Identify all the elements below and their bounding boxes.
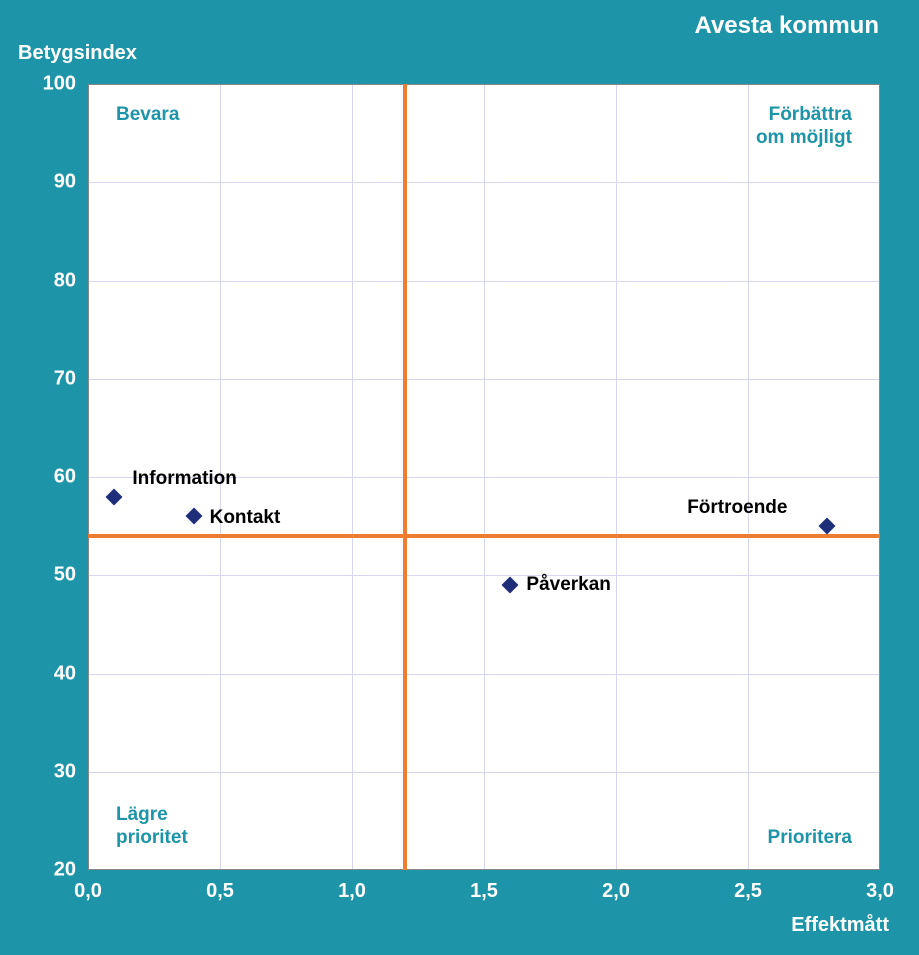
y-tick-label: 20	[54, 859, 76, 882]
y-tick-label: 30	[54, 760, 76, 783]
data-point-marker	[185, 508, 202, 525]
crosshair-vertical	[403, 84, 407, 870]
data-point-label: Kontakt	[210, 507, 281, 529]
gridline-vertical	[484, 84, 485, 870]
y-tick-label: 100	[43, 73, 76, 96]
data-point-label: Förtroende	[687, 497, 787, 519]
x-tick-label: 1,0	[338, 880, 366, 903]
plot-border	[88, 84, 880, 85]
x-tick-label: 2,0	[602, 880, 630, 903]
x-tick-label: 0,0	[74, 880, 102, 903]
y-axis-title: Betygsindex	[18, 42, 137, 65]
quadrant-label-top-right: Förbättraom möjligt	[756, 104, 852, 150]
plot-border	[879, 84, 880, 870]
y-tick-label: 60	[54, 466, 76, 489]
plot-border	[88, 84, 89, 870]
data-point-label: Påverkan	[526, 574, 611, 596]
data-point-label: Information	[132, 468, 237, 490]
quadrant-label-top-left: Bevara	[116, 104, 179, 127]
x-tick-label: 2,5	[734, 880, 762, 903]
data-point-marker	[502, 577, 519, 594]
x-tick-label: 3,0	[866, 880, 894, 903]
chart-header-title: Avesta kommun	[695, 12, 880, 40]
y-tick-label: 70	[54, 367, 76, 390]
crosshair-horizontal	[88, 534, 880, 538]
x-tick-label: 0,5	[206, 880, 234, 903]
plot-border	[88, 869, 880, 870]
quadrant-label-bottom-right: Prioritera	[768, 827, 852, 850]
y-tick-label: 40	[54, 662, 76, 685]
quadrant-label-bottom-left: Lägreprioritet	[116, 804, 188, 850]
y-tick-label: 50	[54, 564, 76, 587]
x-tick-label: 1,5	[470, 880, 498, 903]
y-tick-label: 80	[54, 269, 76, 292]
gridline-vertical	[748, 84, 749, 870]
data-point-marker	[106, 488, 123, 505]
gridline-vertical	[616, 84, 617, 870]
gridline-vertical	[352, 84, 353, 870]
data-point-marker	[819, 518, 836, 535]
x-axis-title: Effektmått	[791, 914, 889, 937]
plot-area: 20304050607080901000,00,51,01,52,02,53,0…	[88, 84, 880, 870]
y-tick-label: 90	[54, 171, 76, 194]
